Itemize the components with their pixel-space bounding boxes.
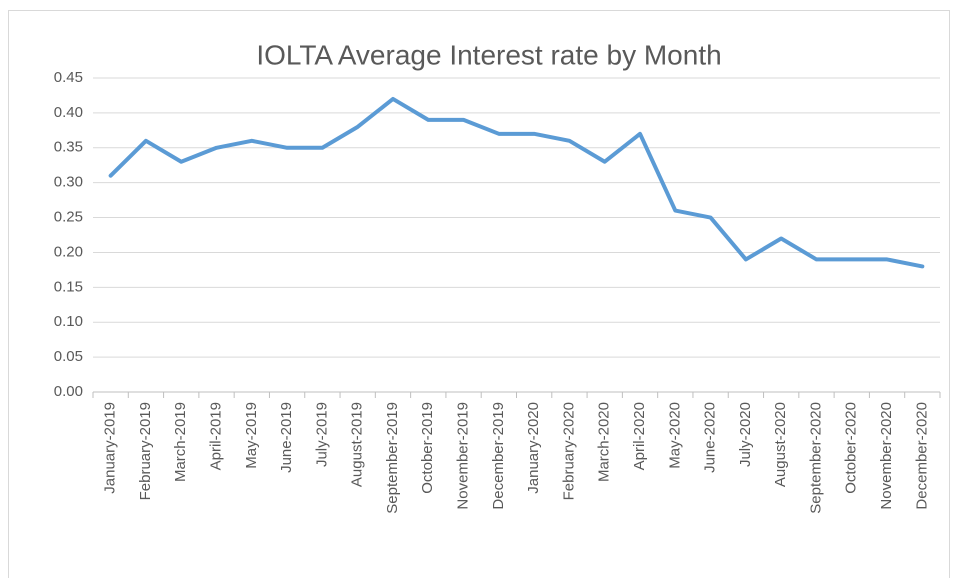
x-tick-label: June-2020 [702, 402, 719, 473]
y-tick-label: 0.25 [54, 209, 83, 226]
x-tick-label: January-2019 [102, 402, 119, 494]
x-tick-label: January-2020 [525, 402, 542, 494]
x-tick-label: May-2020 [666, 402, 683, 469]
x-tick-label: April-2019 [207, 402, 224, 470]
y-tick-label: 0.40 [54, 104, 83, 121]
y-tick-label: 0.45 [54, 69, 83, 86]
x-tick-label: December-2019 [490, 402, 507, 510]
chart-border [8, 10, 950, 578]
y-tick-label: 0.15 [54, 278, 83, 295]
x-tick-label: August-2019 [349, 402, 366, 487]
x-tick-label: September-2020 [807, 402, 824, 514]
y-tick-label: 0.35 [54, 139, 83, 156]
x-tick-label: July-2020 [737, 402, 754, 467]
y-tick-label: 0.20 [54, 243, 83, 260]
x-tick-label: June-2019 [278, 402, 295, 473]
x-tick-label: October-2019 [419, 402, 436, 494]
x-tick-label: April-2020 [631, 402, 648, 470]
x-tick-label: November-2020 [878, 402, 895, 510]
x-tick-label: May-2019 [243, 402, 260, 469]
x-tick-label: August-2020 [772, 402, 789, 487]
y-tick-label: 0.05 [54, 348, 83, 365]
y-tick-label: 0.00 [54, 383, 83, 400]
x-tick-label: July-2019 [313, 402, 330, 467]
y-tick-label: 0.30 [54, 174, 83, 191]
x-tick-label: November-2019 [455, 402, 472, 510]
x-tick-label: December-2020 [913, 402, 930, 510]
data-line [108, 96, 925, 269]
x-tick-label: March-2020 [596, 402, 613, 482]
x-tick-label: February-2020 [560, 402, 577, 500]
x-tick-label: September-2019 [384, 402, 401, 514]
x-tick-label: February-2019 [137, 402, 154, 500]
x-tick-label: March-2019 [172, 402, 189, 482]
x-tick-label: October-2020 [843, 402, 860, 494]
chart-title: IOLTA Average Interest rate by Month [256, 39, 721, 70]
y-tick-label: 0.10 [54, 313, 83, 330]
